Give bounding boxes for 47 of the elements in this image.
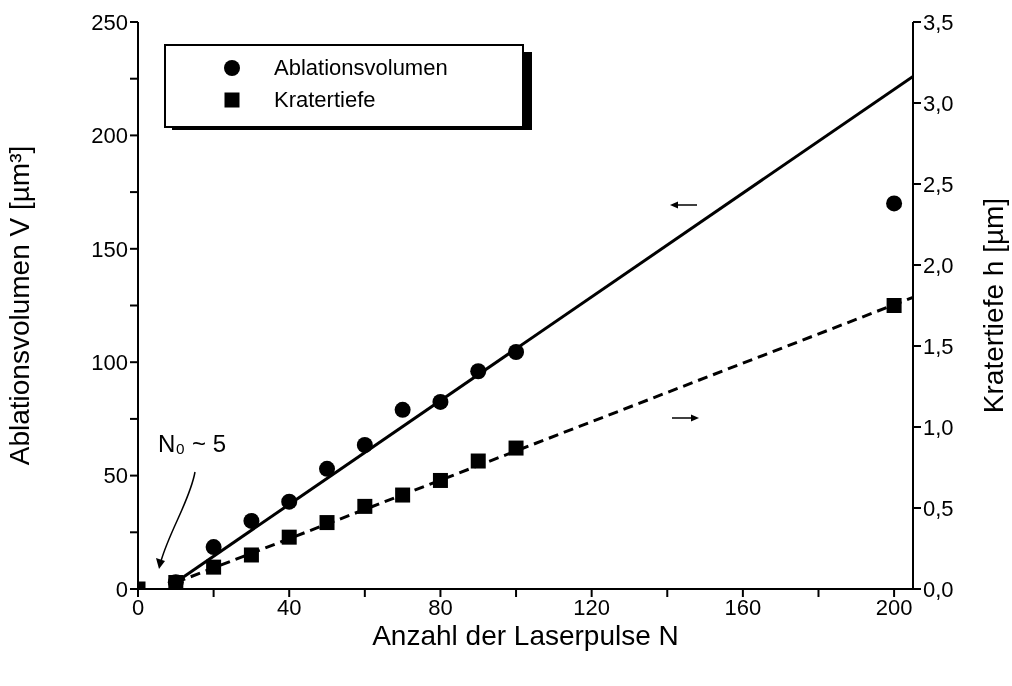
x-tick-label: 200: [875, 594, 913, 620]
point: [432, 472, 448, 488]
y-tick-label: 0: [115, 576, 128, 602]
point: [319, 515, 335, 531]
point: [281, 529, 297, 545]
x-tick-label: 80: [428, 594, 453, 620]
y-tick-label: 50: [103, 463, 128, 489]
y2-tick-label: 2,5: [923, 171, 954, 197]
point: [886, 195, 903, 212]
point: [508, 440, 524, 456]
x-tick-label: 120: [573, 594, 611, 620]
y-tick-label: 250: [91, 9, 128, 35]
y2-axis-title: Kratertiefe h [µm]: [978, 197, 1010, 414]
y-axis-title: Ablationsvolumen V [µm³]: [4, 145, 36, 466]
y2-tick-label: 0,0: [923, 576, 954, 602]
annotation: N₀ ~ 5: [158, 430, 226, 457]
point: [470, 363, 487, 380]
point: [281, 493, 298, 510]
point: [243, 512, 260, 529]
y2-tick-label: 1,5: [923, 333, 954, 359]
legend-label: Ablationsvolumen: [274, 55, 448, 81]
point: [886, 298, 902, 313]
y2-tick-label: 2,0: [923, 252, 954, 278]
point: [356, 436, 373, 453]
y2-tick-label: 1,0: [923, 414, 954, 440]
y-tick-label: 100: [91, 350, 128, 376]
point: [319, 460, 336, 477]
point: [168, 575, 184, 589]
y2-tick-label: 0,5: [923, 495, 954, 521]
point: [395, 487, 411, 503]
y2-tick-label: 3,5: [923, 9, 954, 35]
x-tick-label: 40: [276, 594, 302, 620]
point: [432, 393, 449, 410]
legend-label: Kratertiefe: [274, 87, 376, 113]
x-tick-label: 160: [724, 594, 762, 620]
point: [357, 498, 373, 514]
x-tick-label: 0: [131, 594, 145, 620]
point: [470, 453, 486, 469]
point: [205, 539, 222, 556]
y-tick-label: 150: [91, 236, 128, 262]
point: [394, 401, 411, 418]
point: [243, 547, 259, 563]
x-axis-title: Anzahl der Laserpulse N: [372, 619, 679, 651]
point: [508, 343, 525, 360]
y2-tick-label: 3,0: [923, 90, 954, 116]
y-tick-label: 200: [91, 123, 128, 149]
point: [206, 559, 222, 575]
